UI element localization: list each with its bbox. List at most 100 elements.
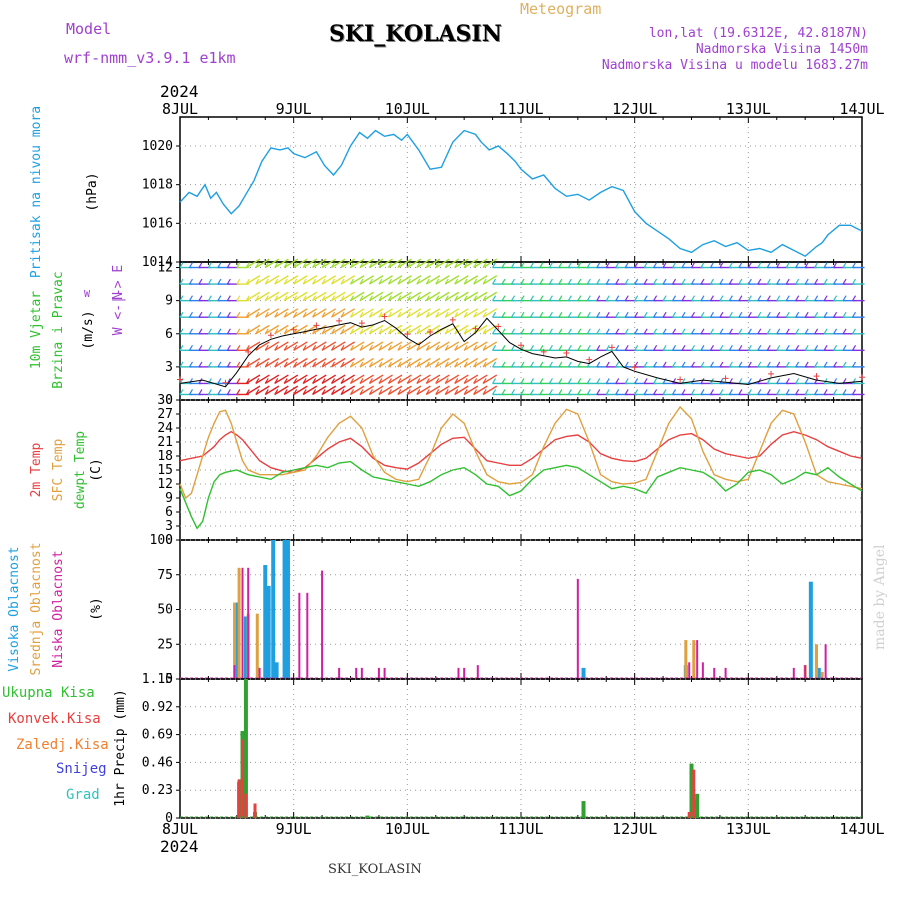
wind-barb [416,361,421,368]
wind-barb [331,308,346,318]
wind-barb [264,278,269,285]
wind-barb [283,295,288,301]
wind-barb [179,328,184,335]
wind-barb [814,345,819,351]
wind-barb [558,345,563,351]
wind-barb [596,389,601,395]
wind-barb [492,278,497,285]
wind-barb [814,295,819,301]
wind-barb [378,258,393,269]
wind-barb [321,262,326,268]
wind-barb [274,324,289,335]
wind-barb [842,311,847,318]
wind-gust-marker [404,331,411,338]
wind-barb [245,378,250,384]
wind-gust-marker [245,348,252,355]
wind-barb [558,278,563,285]
wind-barb [179,262,184,268]
wind-barb [245,291,261,302]
wind-barb [255,324,270,335]
wind-barb [634,262,639,268]
wind-barb [425,295,430,301]
wind-barb [634,311,639,318]
wind-barb [709,278,714,285]
wind-barb [539,262,544,268]
wind-barb [747,295,752,301]
wind-barb [482,295,487,301]
wind-barb [785,328,790,335]
wind-barb [274,275,289,285]
wind-barb [378,262,383,268]
wind-barb [321,357,337,368]
wind-barb [766,378,771,384]
wind-barb [785,378,790,384]
wind-gust-marker [768,370,775,377]
wind-barb [444,328,449,335]
wind-barb [416,374,431,385]
wind-barb [425,341,441,351]
wind-barb [388,385,403,396]
wind-barb [482,311,487,318]
wind-barb [501,345,506,351]
wind-barb [293,389,298,395]
wind-barb [482,374,498,385]
wind-barb [331,324,346,335]
wind-barb [757,345,762,351]
wind-barb [283,361,288,368]
wind-barb [615,361,620,368]
wind-barb [766,278,771,285]
wind-barb [586,311,591,318]
konvek-kisa-bar [692,769,696,818]
wind-barb [255,262,260,268]
wind-barb [331,295,336,301]
wind-barb [264,378,269,384]
wind-barb [435,385,450,396]
wind-barb [738,311,743,318]
wind-barb [274,378,279,384]
wind-barb [283,278,288,285]
wind-barb [359,378,364,384]
wind-barb [406,311,411,318]
wind-barb [340,324,356,335]
wind-barb [473,308,488,318]
wind-barb [236,311,241,318]
wind-barb [217,378,222,384]
precip-ytick-label: 0.46 [142,755,173,770]
wind-barb [207,389,212,395]
wind-barb [302,275,318,285]
wind-barb [662,295,667,301]
wind-barb [293,295,298,301]
wind-barb [558,389,563,395]
wind-barb [425,374,441,385]
station-title: SKI_KOLASIN [329,21,502,47]
wind-barb [567,262,572,268]
wind-barb [264,324,280,335]
wind-barb [387,389,392,395]
wind-barb [293,258,308,269]
wind-barb [226,328,231,335]
pressure-xtick-label: 8JUL [162,100,198,118]
wind-barb [321,308,337,318]
wind-barb [255,357,270,368]
wind-barb [501,389,506,395]
temperature-ytick-label: 12 [157,477,173,492]
wind-barb [207,361,212,368]
lonlat-label: lon,lat (19.6312E, 42.8187N) [648,26,868,41]
wind-barb [842,278,847,285]
wind-barb [672,345,677,351]
wind-barb [425,328,430,335]
wind-barb [368,345,373,351]
wind-barb [264,295,269,301]
wind-barb [501,278,506,285]
wind-barb [255,341,270,351]
wind-barb [605,278,610,285]
wind-barb [672,278,677,285]
wind-barb [473,258,488,269]
wind-barb [643,295,648,301]
wind-barb [605,389,610,395]
wind-barb [264,258,280,269]
wind-barb [331,389,336,395]
wind-barb [435,295,440,301]
wind-barb [340,361,345,368]
